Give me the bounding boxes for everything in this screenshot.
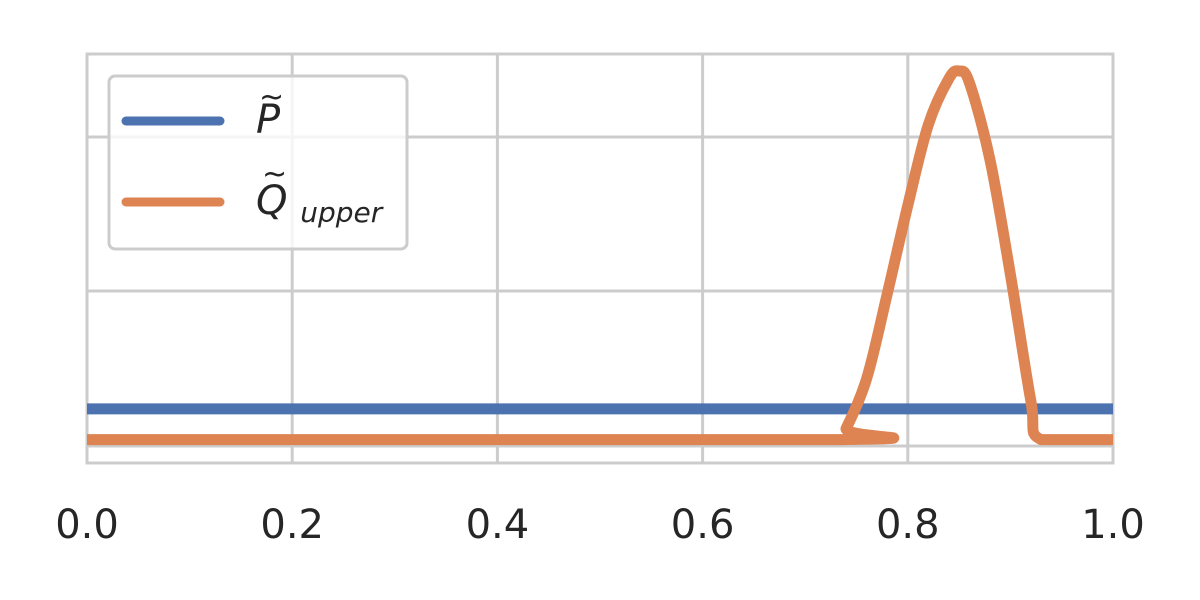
legend: ~ P ~ Q upper <box>107 71 409 251</box>
legend-accent-q: ~ <box>262 157 287 192</box>
x-tick-label: 0.4 <box>466 502 530 548</box>
series <box>87 65 1113 446</box>
x-tick-label: 1.0 <box>1081 502 1145 548</box>
plot-frame <box>85 52 1115 465</box>
x-tick-label: 0.8 <box>876 502 940 548</box>
x-tick-label: 0.2 <box>260 502 324 548</box>
legend-subscript-q: upper <box>300 196 384 229</box>
legend-label-q: ~ Q upper <box>256 148 384 229</box>
legend-accent-p: ~ <box>259 80 284 115</box>
legend-label-p: ~ P <box>256 71 297 143</box>
legend-name-q: Q <box>256 178 287 224</box>
series-line-q-upper <box>87 65 1113 446</box>
x-tick-label: 0.0 <box>55 502 119 548</box>
legend-name-p: P <box>256 97 281 143</box>
x-tick-label: 0.6 <box>671 502 735 548</box>
x-axis-ticks: 0.0 0.2 0.4 0.6 0.8 1.0 <box>55 502 1145 548</box>
